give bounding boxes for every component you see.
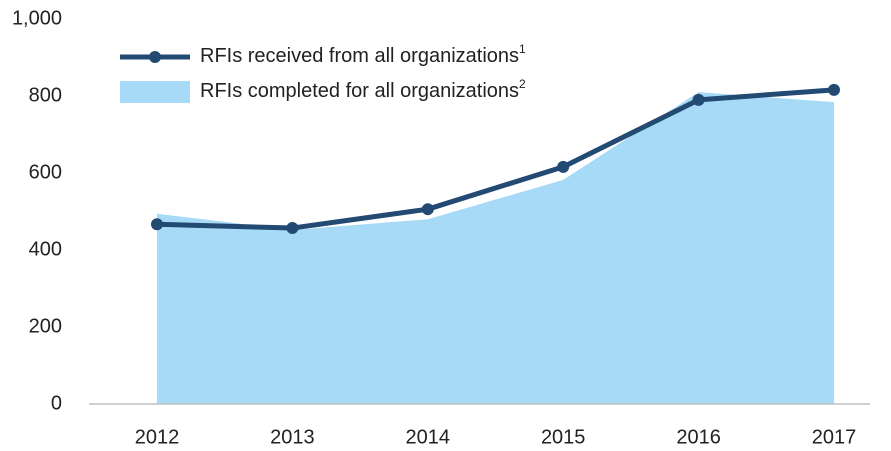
marker	[557, 160, 570, 173]
x-tick-label: 2014	[406, 426, 451, 448]
marker	[286, 222, 299, 235]
line	[156, 87, 835, 231]
legend-note: 1	[519, 42, 526, 56]
marker	[828, 83, 840, 96]
legend-label: RFIs received from all organizations1	[200, 42, 526, 67]
legend-note: 2	[519, 77, 526, 91]
marker	[421, 203, 434, 216]
legend-label: RFIs completed for all organizations2	[200, 77, 526, 102]
marker	[692, 93, 705, 106]
x-tick-label: 2013	[270, 426, 315, 448]
y-tick-label: 1,000	[12, 7, 62, 29]
marker	[151, 218, 163, 231]
y-tick-label: 200	[29, 315, 62, 337]
x-tick-label: 2015	[541, 426, 586, 448]
y-tick-label: 400	[29, 238, 62, 260]
legend-marker	[149, 51, 161, 63]
x-tick-label: 2016	[676, 426, 721, 448]
legend-name: RFIs received from all organizations	[200, 45, 519, 67]
x-tick-label: 2012	[135, 426, 180, 448]
legend-swatch	[120, 81, 190, 103]
area	[157, 92, 834, 405]
x-tick-label: 2017	[812, 426, 857, 448]
y-tick-label: 800	[29, 84, 62, 106]
legend-name: RFIs completed for all organizations	[200, 80, 519, 102]
y-tick-label: 0	[51, 392, 62, 414]
y-tick-label: 600	[29, 161, 62, 183]
